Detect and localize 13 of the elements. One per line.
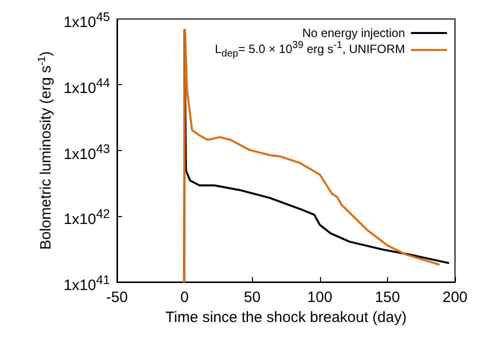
x-axis-title: Time since the shock breakout (day) bbox=[165, 309, 407, 326]
legend-label: No energy injection bbox=[302, 26, 405, 40]
x-tick-label: 100 bbox=[307, 289, 332, 306]
y-tick-label: 1x10$^{44}$ bbox=[64, 74, 110, 98]
x-tick-label: 200 bbox=[442, 289, 468, 306]
x-tick-label: 50 bbox=[244, 289, 261, 306]
y-tick-label: 1x10$^{43}$ bbox=[64, 140, 110, 164]
y-tick-label: 1x10$^{42}$ bbox=[64, 206, 110, 230]
x-tick-label: 150 bbox=[374, 289, 400, 306]
y-tick-label: 1x10$^{45}$ bbox=[64, 9, 110, 32]
legend-label: L$_{dep}$= 5.0 × 10$^{39}$ erg s$^{-1}$, UNIFORM bbox=[214, 40, 405, 60]
y-axis-title: Bolometric luminosity (erg s-1) bbox=[36, 51, 54, 250]
x-tick-label: 0 bbox=[180, 289, 189, 306]
